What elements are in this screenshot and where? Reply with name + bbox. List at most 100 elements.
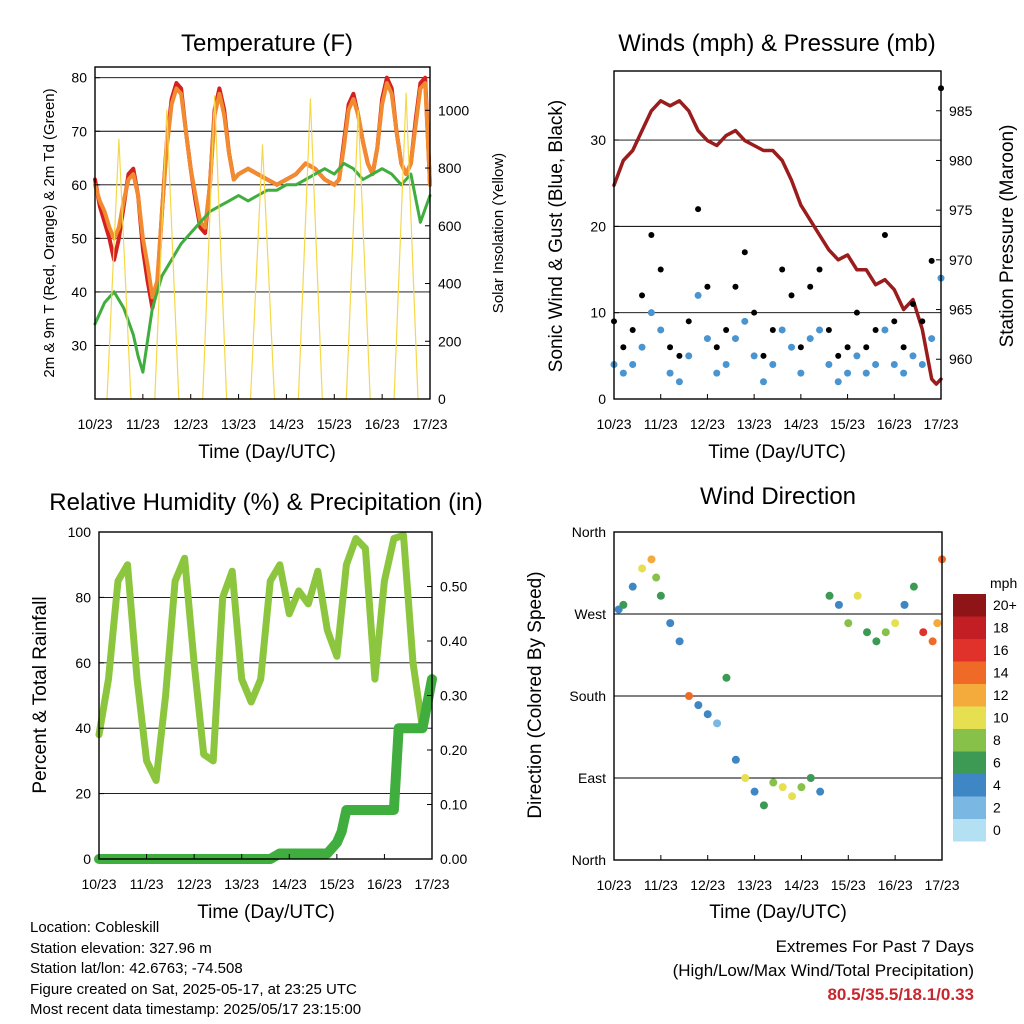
gust-point [891,318,898,325]
gust-point [639,292,646,299]
direction-point [834,600,843,609]
sonic-wind-point [675,378,683,386]
winds-ylabel-right: Station Pressure (Maroon) [997,125,1018,348]
humidity-ylabel: Percent & Total Rainfall [30,596,51,793]
sonic-wind-point [647,309,655,317]
legend-swatch [953,661,986,684]
gust-point [676,352,683,359]
sonic-wind-point [909,352,917,360]
y2-tick-label: 985 [949,103,973,119]
x-tick-label: 10/23 [77,416,112,432]
legend-label: 8 [993,732,1001,748]
gust-point [704,283,711,290]
x-tick-label: 13/23 [224,876,259,892]
wind-direction-xlabel: Time (Day/UTC) [709,902,847,923]
temperature-xlabel: Time (Day/UTC) [198,442,336,463]
gust-point [835,352,842,359]
y2-tick-label: 970 [949,252,973,268]
station-elevation: Station elevation: 327.96 m [30,939,212,957]
extremes-title: Extremes For Past 7 Days [775,937,974,956]
legend-swatch [953,616,986,639]
direction-point [684,692,693,700]
sonic-wind-point [685,352,693,360]
x-tick-label: 10/23 [596,877,631,893]
direction-point [909,582,918,591]
x-tick-label: 14/23 [783,416,818,432]
sonic-wind-point [722,360,730,368]
y-tick-label: 0 [83,851,91,867]
x-tick-label: 14/23 [784,877,819,893]
legend-label: 16 [993,642,1009,658]
legend-swatch [953,819,986,842]
x-tick-label: 16/23 [878,877,913,893]
gust-point [620,344,627,351]
gust-point [629,326,636,333]
legend-title: mph [990,575,1017,591]
y2-tick-label: 975 [949,202,973,218]
sonic-wind-point [834,378,842,386]
y2-tick-label: 0.50 [440,579,467,595]
y2-tick-label: 980 [949,152,973,168]
legend-swatch [953,639,986,662]
sonic-wind-point [713,369,721,377]
x-tick-label: 17/23 [924,877,959,893]
gust-point [788,292,795,299]
x-tick-label: 12/23 [690,877,725,893]
direction-point [816,787,825,796]
sonic-wind-point [825,360,833,368]
x-tick-label: 16/23 [877,416,912,432]
sonic-wind-point [806,335,814,343]
x-tick-label: 10/23 [596,416,631,432]
direction-point [694,701,703,710]
y-tick-label: South [569,688,606,704]
direction-point [666,619,675,628]
x-tick-label: 14/23 [272,876,307,892]
direction-point [619,600,628,609]
direction-point [933,619,942,628]
gust-point [928,257,935,264]
y2-tick-label: 0.00 [440,851,467,867]
sonic-wind-point [666,369,674,377]
direction-point [853,591,862,600]
direction-point [628,582,637,591]
gust-point [797,344,804,351]
direction-point [881,628,890,637]
temperature-ylabel: 2m & 9m T (Red, Orange) & 2m Td (Green) [41,88,58,377]
sonic-wind-point [694,291,702,299]
winds-title: Winds (mph) & Pressure (mb) [618,30,935,57]
legend-label: 6 [993,755,1001,771]
legend-label: 0 [993,822,1001,838]
x-tick-label: 15/23 [830,416,865,432]
x-tick-label: 11/23 [130,876,164,892]
gust-point [648,232,655,238]
x-tick-label: 11/23 [644,877,678,893]
sonic-wind-point [890,360,898,368]
winds-xlabel: Time (Day/UTC) [708,442,846,463]
gust-point [900,344,907,351]
y-tick-label: 30 [590,132,606,148]
extremes-values: 80.5/35.5/18.1/0.33 [827,985,974,1004]
y2-tick-label: 800 [438,160,462,176]
y2-tick-label: 0 [438,391,446,407]
direction-point [647,555,656,564]
x-tick-label: 10/23 [81,876,116,892]
direction-point [741,774,750,782]
gust-point [881,232,888,238]
direction-point [797,783,806,792]
y-tick-label: 100 [68,524,92,540]
extremes-subtitle: (High/Low/Max Wind/Total Precipitation) [672,961,974,980]
y2-tick-label: 1000 [438,102,469,118]
x-tick-label: 15/23 [319,876,354,892]
gust-point [825,326,832,333]
x-tick-label: 17/23 [412,416,447,432]
direction-point [713,719,722,728]
legend-swatch [953,684,986,707]
gust-point [723,326,730,333]
y2-tick-label: 0.30 [440,688,467,704]
y-tick-label: 0 [598,391,606,407]
direction-point [722,673,731,682]
y2-tick-label: 400 [438,276,462,292]
sonic-wind-point [731,335,739,343]
9m-t-line [93,81,432,300]
legend-label: 4 [993,777,1001,793]
